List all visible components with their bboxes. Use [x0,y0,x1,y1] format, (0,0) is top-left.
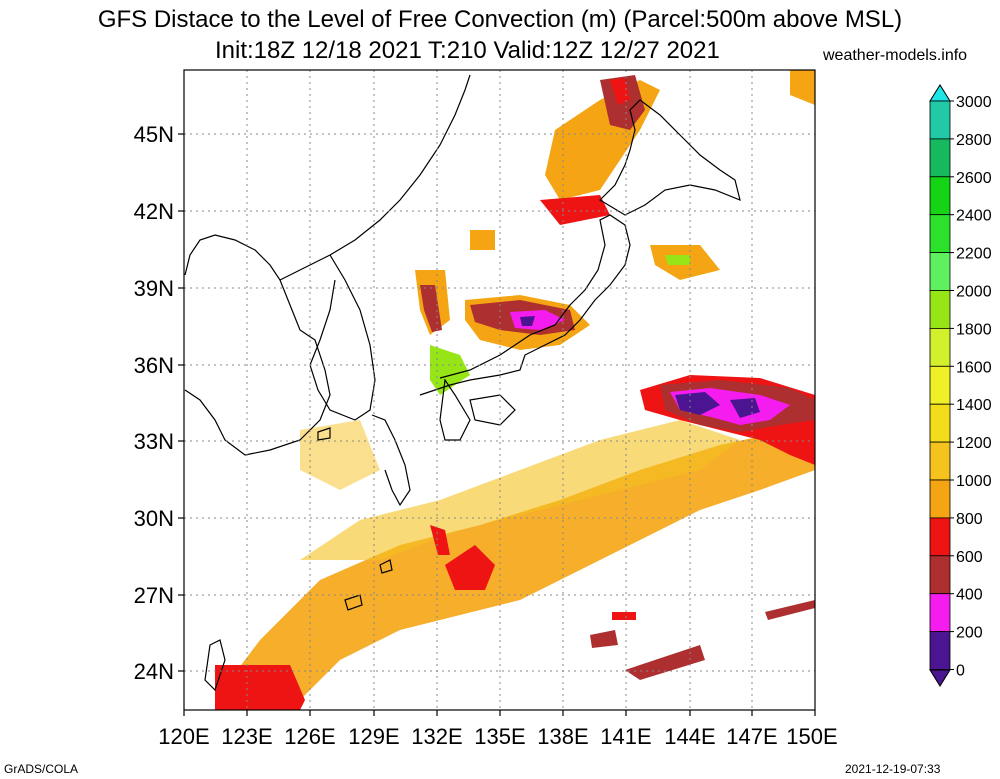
lon-label: 141E [600,724,651,749]
lon-labels: 120E 123E 126E 129E 132E 135E 138E 141E … [158,724,837,749]
lat-label: 33N [134,429,174,454]
map-subtitle: Init:18Z 12/18 2021 T:210 Valid:12Z 12/2… [215,37,720,64]
field-shading [215,70,815,710]
colorbar-segment [929,403,951,443]
lon-label: 129E [348,724,399,749]
colorbar-label: 800 [956,511,983,528]
colorbar-label: 1200 [956,435,992,452]
lat-label: 42N [134,199,174,224]
colorbar-label: 1000 [956,473,992,490]
colorbar-segment [929,517,951,557]
footer-left-credit: GrADS/COLA [4,762,79,776]
colorbar-segment [929,555,951,595]
lon-label: 126E [284,724,335,749]
lat-label: 39N [134,276,174,301]
colorbar-label: 2200 [956,246,992,263]
colorbar-label: 2600 [956,170,992,187]
colorbar-segment [929,138,951,178]
colorbar-label: 1600 [956,359,992,376]
lon-label: 123E [221,724,272,749]
footer-right-timestamp: 2021-12-19-07:33 [845,762,941,776]
colorbar-segment [929,441,951,481]
lat-label: 45N [134,122,174,147]
lat-label: 27N [134,583,174,608]
colorbar-segment [929,100,951,140]
colorbar-top-arrow [929,84,951,102]
colorbar-label: 2000 [956,284,992,301]
colorbar-label: 3000 [956,94,992,111]
colorbar-label: 200 [956,625,983,642]
colorbar-segment [929,631,951,670]
lon-label: 150E [786,724,837,749]
lon-label: 132E [411,724,462,749]
colorbar-segment [929,214,951,253]
lon-label: 135E [474,724,525,749]
colorbar-segment [929,327,951,367]
site-label: weather-models.info [823,47,968,64]
colorbar: 3000280026002400220020001800160014001200… [929,84,992,687]
lon-label: 144E [664,724,715,749]
graticule [184,70,815,710]
map-title: GFS Distace to the Level of Free Convect… [97,6,903,33]
colorbar-segment [929,479,951,519]
colorbar-label: 400 [956,587,983,604]
colorbar-label: 1800 [956,321,992,338]
colorbar-bottom-arrow [929,669,951,687]
colorbar-segment [929,290,951,329]
colorbar-label: 0 [956,663,965,680]
lat-label: 30N [134,506,174,531]
colorbar-label: 600 [956,549,983,566]
colorbar-segment [929,176,951,216]
colorbar-label: 1400 [956,397,992,414]
colorbar-label: 2400 [956,208,992,225]
lon-label: 138E [537,724,588,749]
lat-label: 24N [134,659,174,684]
colorbar-segment [929,593,951,633]
colorbar-segment [929,365,951,405]
colorbar-label: 2800 [956,132,992,149]
colorbar-segment [929,252,951,291]
lat-label: 36N [134,353,174,378]
tick-marks [178,133,816,716]
lat-labels: 45N 42N 39N 36N 33N 30N 27N 24N [134,122,174,684]
coastlines [184,74,741,692]
lon-label: 120E [158,724,209,749]
lon-label: 147E [726,724,777,749]
